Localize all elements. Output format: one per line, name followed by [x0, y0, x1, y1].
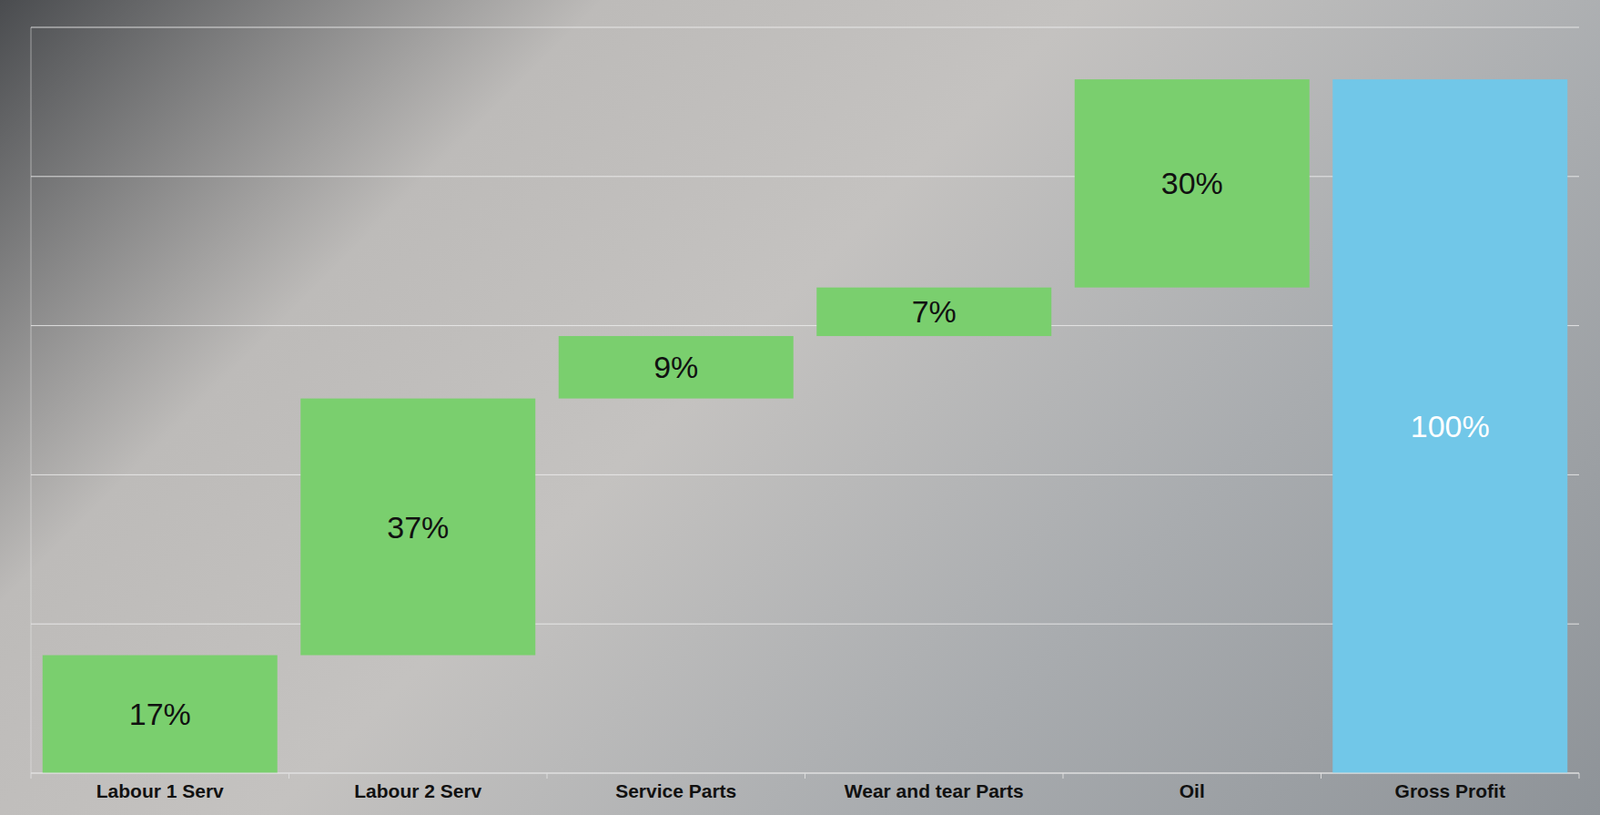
x-tick-label: Oil — [1179, 779, 1206, 801]
data-label: 37% — [386, 509, 449, 545]
x-tick-label: Labour 1 Serv — [96, 779, 224, 801]
x-tick — [1320, 772, 1322, 779]
data-labels: 17% 37% 9% 7% 30% 100% — [129, 165, 1490, 731]
bar — [300, 398, 536, 656]
x-tick — [1579, 772, 1580, 779]
x-tick-label: Labour 2 Serv — [354, 779, 482, 801]
x-tick-label: Service Parts — [615, 779, 737, 801]
data-label: 7% — [911, 293, 957, 329]
grid — [30, 27, 1580, 773]
bar — [1074, 79, 1310, 288]
chart-svg: 17% 37% 9% 7% 30% 100% Labour 1 Serv Labour 2 S… — [0, 0, 1600, 815]
x-tick — [804, 772, 806, 779]
x-tick — [546, 772, 548, 779]
y-axis-line — [30, 27, 32, 773]
x-tick-labels: Labour 1 Serv Labour 2 Serv Service Parts W… — [30, 772, 1580, 801]
bar — [816, 287, 1052, 336]
x-tick — [288, 772, 290, 779]
bar — [42, 654, 278, 773]
x-tick-label: Gross Profit — [1395, 779, 1506, 801]
data-label: 9% — [653, 349, 699, 385]
x-tick — [1063, 772, 1064, 779]
x-tick-label: Wear and tear Parts — [844, 779, 1024, 801]
data-label: 100% — [1410, 408, 1490, 444]
grid-line — [30, 27, 1580, 29]
bars — [42, 79, 1568, 773]
data-label: 30% — [1161, 165, 1224, 201]
data-label: 17% — [129, 696, 192, 731]
chart-container: 17% 37% 9% 7% 30% 100% Labour 1 Serv Labour 2 S… — [0, 0, 1600, 815]
bar — [558, 335, 794, 399]
total-bar — [1332, 79, 1568, 773]
x-tick — [30, 772, 32, 779]
